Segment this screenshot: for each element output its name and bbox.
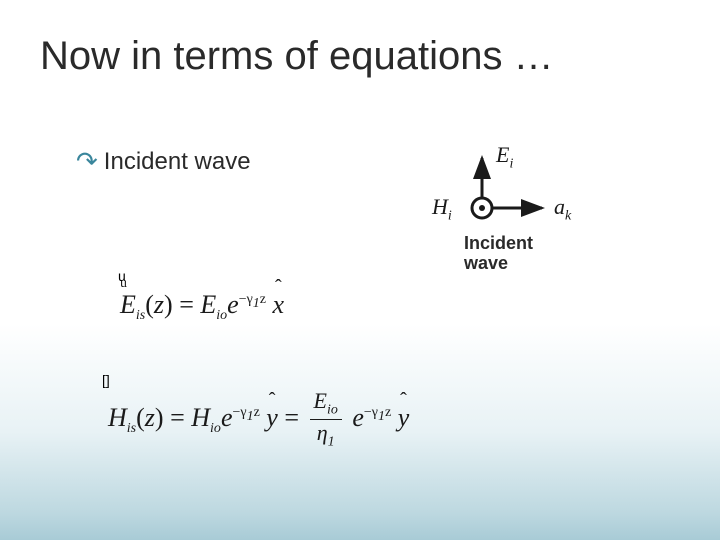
k-vector-label: ak	[554, 194, 571, 224]
h-field-label: Hi	[432, 194, 452, 224]
diagram-caption: Incidentwave	[464, 234, 533, 274]
equation-e-field: uEis(z) = Eioe−γ1z x	[120, 290, 284, 324]
bullet-icon: ↷	[76, 146, 98, 177]
e-field-label: Ei	[496, 142, 513, 172]
eq2-vector-mark: []	[102, 372, 110, 388]
eq1-vector-mark: u	[118, 268, 126, 284]
equation-h-field: His(z) = Hioe−γ1z y = Eioη1 e−γ1z y	[108, 390, 409, 450]
bullet-item: ↷ Incident wave	[76, 146, 251, 177]
bullet-text: Incident wave	[104, 148, 251, 176]
out-of-page-dot	[479, 205, 485, 211]
slide-title: Now in terms of equations …	[40, 34, 554, 79]
field-diagram: Ei Hi ak Incidentwave	[408, 140, 628, 280]
